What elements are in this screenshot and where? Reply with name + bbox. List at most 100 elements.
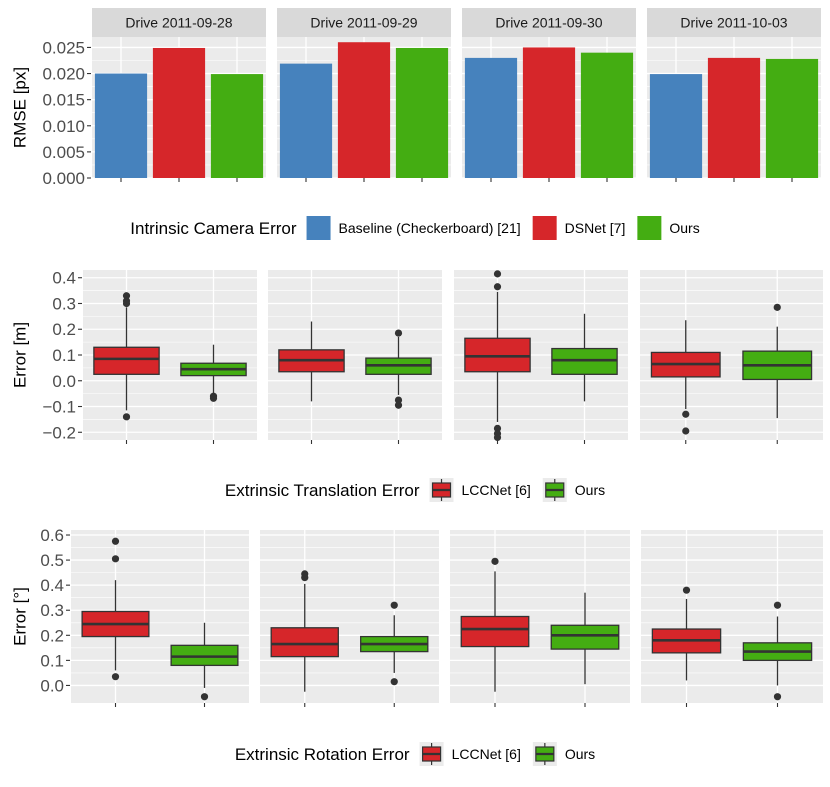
- extrinsic-rotation-error-legend: Extrinsic Rotation Error LCCNet [6] Ours: [235, 742, 595, 766]
- legend-key-swatch: [637, 216, 662, 240]
- y-tick-label: 0.015: [42, 91, 85, 110]
- outlier-point: [493, 283, 502, 291]
- facet-strip: [647, 8, 821, 37]
- box-body: [460, 615, 530, 648]
- y-axis-title: Error [m]: [11, 322, 30, 388]
- bar-baseline-checkerboard-21-2: [279, 63, 333, 179]
- box-lccnet-6-4: [651, 586, 722, 681]
- extrinsic-rotation-error-chart: 0.0 0.1 0.2 0.3 0.4 0.5 0.6 Error [°] Extrinsic …: [11, 526, 823, 766]
- y-axis-title: Error [°]: [11, 587, 30, 646]
- intrinsic-camera-error-legend: Intrinsic Camera Error Baseline (Checkerb…: [130, 216, 700, 240]
- legend-label: Ours: [669, 220, 699, 236]
- extrinsic-translation-error-panel-4: [640, 270, 823, 444]
- outlier-point: [122, 299, 131, 308]
- bar-baseline-checkerboard-21-4: [649, 74, 703, 178]
- outlier-point: [301, 574, 309, 582]
- box-lccnet-6-3: [464, 270, 531, 442]
- y-tick-label: 0.5: [40, 551, 64, 570]
- extrinsic-rotation-error-panel-3: [450, 530, 630, 707]
- y-tick-label: 0.0: [40, 676, 64, 695]
- box-lccnet-6-1: [93, 292, 160, 421]
- legend-item-lccnet-6: LCCNet [6]: [429, 478, 531, 502]
- y-tick-label: −0.2: [42, 423, 76, 442]
- box-lccnet-6-3: [460, 557, 530, 692]
- y-tick-label: 0.2: [40, 626, 64, 645]
- legend-item-ours: Ours: [542, 478, 605, 502]
- outlier-point: [111, 537, 120, 545]
- y-tick-label: 0.1: [40, 651, 64, 670]
- y-tick-label: 0.6: [40, 526, 64, 545]
- box-ours-1: [180, 344, 247, 402]
- y-tick-label: 0.4: [40, 576, 64, 595]
- outlier-point: [394, 329, 403, 337]
- legend-label: DSNet [7]: [565, 220, 626, 236]
- outlier-point: [209, 394, 218, 402]
- extrinsic-translation-error-legend: Extrinsic Translation Error LCCNet [6] Our…: [225, 478, 605, 502]
- box-lccnet-6-2: [270, 570, 339, 692]
- facet-strip: [462, 8, 636, 37]
- box-ours-4: [742, 303, 813, 419]
- legend-item-lccnet-6: LCCNet [6]: [419, 742, 521, 766]
- y-tick-label: 0.0: [52, 372, 76, 391]
- y-tick-label: −0.1: [42, 398, 76, 417]
- extrinsic-translation-error-panel-1: [83, 270, 257, 444]
- outlier-point: [200, 693, 209, 701]
- extrinsic-rotation-error-panel-1: [71, 530, 249, 707]
- legend-key-swatch: [306, 216, 331, 240]
- intrinsic-camera-error-y-axis: 0.000 0.005 0.010 0.015 0.020 0.025 RMSE [px]: [11, 38, 91, 188]
- box-lccnet-6-1: [81, 537, 150, 681]
- intrinsic-camera-error-panel-1: Drive 2011-09-28: [92, 8, 266, 182]
- extrinsic-rotation-error-y-axis: 0.0 0.1 0.2 0.3 0.4 0.5 0.6 Error [°]: [11, 526, 70, 695]
- y-tick-label: 0.025: [42, 38, 85, 57]
- facet-label: Drive 2011-09-29: [310, 15, 417, 31]
- bar-ours-3: [580, 52, 634, 178]
- box-body: [93, 346, 160, 375]
- bar-dsnet-7-2: [337, 42, 391, 178]
- extrinsic-rotation-error-panel-4: [641, 530, 823, 707]
- bar-ours-4: [765, 58, 819, 178]
- outlier-point: [122, 292, 131, 300]
- extrinsic-rotation-error-panel-4-background: [641, 530, 823, 703]
- outlier-point: [493, 424, 502, 433]
- extrinsic-translation-error-y-axis: −0.2 −0.1 0.0 0.1 0.2 0.3 0.4 Error [m]: [11, 269, 82, 442]
- outlier-point: [493, 270, 502, 278]
- bar-baseline-checkerboard-21-1: [94, 73, 148, 178]
- outlier-point: [682, 427, 690, 435]
- legend-label: LCCNet [6]: [462, 482, 531, 498]
- box-ours-4: [742, 601, 813, 701]
- intrinsic-camera-error-panel-4: Drive 2011-10-03: [647, 8, 821, 182]
- outlier-point: [773, 601, 782, 609]
- legend-label: Ours: [575, 482, 605, 498]
- legend-item-dsnet-7: DSNet [7]: [532, 216, 626, 240]
- box-ours-3: [550, 592, 620, 685]
- facet-label: Drive 2011-10-03: [680, 15, 787, 31]
- box-ours-1: [170, 622, 239, 701]
- legend-title: Extrinsic Rotation Error: [235, 745, 410, 764]
- extrinsic-rotation-error-panel-2: [260, 530, 439, 707]
- outlier-point: [390, 601, 398, 609]
- box-ours-2: [365, 329, 432, 409]
- extrinsic-translation-error-panel-3: [454, 270, 628, 444]
- legend-item-baseline-checkerboard-21: Baseline (Checkerboard) [21]: [306, 216, 521, 240]
- intrinsic-camera-error-panel-3: Drive 2011-09-30: [462, 8, 636, 182]
- bar-dsnet-7-3: [522, 47, 576, 178]
- y-tick-label: 0.3: [52, 294, 76, 313]
- extrinsic-rotation-error-panel-2-background: [260, 530, 439, 703]
- legend-label: Baseline (Checkerboard) [21]: [339, 220, 521, 236]
- outlier-point: [682, 586, 691, 594]
- y-tick-label: 0.010: [42, 117, 85, 136]
- facet-label: Drive 2011-09-28: [125, 15, 232, 31]
- bar-baseline-checkerboard-21-3: [464, 57, 518, 179]
- box-body: [270, 627, 339, 658]
- bar-dsnet-7-4: [707, 57, 761, 179]
- y-tick-label: 0.2: [52, 320, 76, 339]
- legend-label: LCCNet [6]: [452, 746, 521, 762]
- outlier-point: [773, 303, 781, 311]
- facet-strip: [277, 8, 451, 37]
- facet-label: Drive 2011-09-30: [495, 15, 602, 31]
- y-tick-label: 0.005: [42, 143, 85, 162]
- legend-label: Ours: [565, 746, 595, 762]
- legend-title: Intrinsic Camera Error: [130, 219, 297, 238]
- facet-strip: [92, 8, 266, 37]
